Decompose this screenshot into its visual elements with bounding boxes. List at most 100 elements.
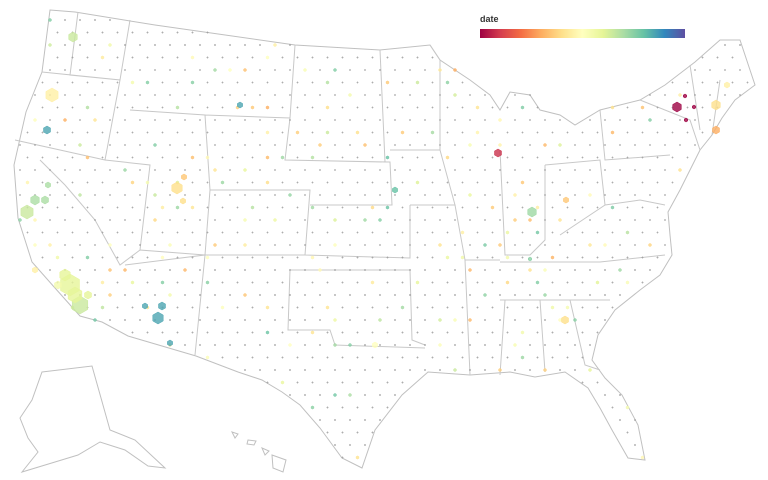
hexbin — [265, 180, 270, 185]
hexbin — [109, 118, 111, 122]
hexbin — [716, 81, 719, 84]
hexbin — [49, 168, 51, 172]
hexbin — [101, 256, 104, 259]
hexbin — [304, 218, 306, 222]
hexbin — [161, 106, 164, 109]
hexbin — [626, 181, 629, 184]
hexbin — [280, 155, 285, 160]
hexbin — [56, 181, 59, 184]
hexbin — [535, 280, 540, 285]
hexbin — [64, 44, 66, 46]
state-borders — [14, 11, 721, 376]
hexbin — [79, 93, 81, 97]
hexbin — [491, 106, 494, 109]
hexbin — [424, 218, 426, 222]
hexbin — [109, 193, 111, 197]
hexbin — [214, 294, 216, 296]
hexbin — [250, 205, 255, 210]
hexbin — [243, 218, 247, 222]
hexbin — [49, 118, 51, 122]
hexbin — [259, 193, 261, 197]
hexbin — [265, 330, 270, 335]
hexbin — [78, 143, 82, 147]
hexbin — [529, 369, 531, 371]
hexbin — [304, 143, 306, 147]
hexbin — [145, 80, 150, 85]
hexbin — [386, 356, 389, 359]
hexbin — [191, 331, 194, 334]
hexbin — [581, 356, 584, 359]
hexbin — [18, 218, 22, 222]
hexbin — [86, 31, 89, 34]
hexbin — [191, 306, 194, 309]
hexbin — [611, 231, 614, 234]
hexbin — [183, 268, 187, 272]
hexbin — [596, 331, 599, 334]
hexbin — [206, 131, 209, 134]
hexbin — [461, 131, 464, 134]
hexbin — [41, 256, 44, 259]
hexbin — [527, 206, 537, 218]
hexbin — [175, 105, 180, 110]
hexbin — [341, 56, 344, 59]
hexbin — [341, 181, 344, 184]
hexbin — [686, 131, 689, 134]
hexbin — [341, 356, 344, 359]
hexbin — [394, 369, 396, 371]
hexbin — [529, 93, 531, 97]
hexbin — [94, 294, 96, 296]
hexbin — [325, 105, 330, 110]
hexbin — [34, 168, 36, 172]
hexbin — [409, 319, 411, 321]
hexbin — [589, 118, 591, 122]
hexbin — [559, 269, 561, 271]
hexbin — [154, 269, 156, 271]
hexbin — [326, 56, 329, 59]
hexbin — [349, 218, 351, 222]
hexbin — [124, 294, 126, 296]
hexbin — [409, 143, 411, 147]
hexbin — [229, 344, 231, 346]
hexbin — [641, 256, 644, 259]
hexbin — [603, 243, 607, 247]
hexbin — [251, 131, 254, 134]
hexbin — [611, 256, 614, 259]
hexbin — [213, 68, 217, 72]
hexbin — [400, 305, 405, 310]
hexbin — [400, 130, 405, 135]
hexbin — [191, 281, 194, 284]
hexbin — [559, 193, 561, 197]
hexbin — [56, 131, 59, 134]
hexbin — [371, 331, 374, 334]
hexbin — [604, 193, 606, 197]
hexbin — [468, 318, 472, 322]
hexbin — [424, 294, 426, 296]
hexbin — [401, 356, 404, 359]
hexbin — [131, 206, 134, 209]
hexbin — [648, 243, 652, 247]
hexbin — [625, 280, 630, 285]
hexbin — [289, 68, 291, 72]
hexbin — [641, 231, 644, 234]
hexbin — [33, 218, 37, 222]
hexbin — [333, 393, 337, 397]
hexbin — [529, 294, 531, 296]
hexbin — [484, 168, 486, 172]
hexbin — [79, 243, 81, 247]
hexbin — [581, 381, 584, 384]
hexbin — [371, 106, 374, 109]
hexbin — [499, 319, 501, 321]
hexbin — [68, 31, 78, 43]
hexbin — [184, 168, 186, 172]
hexbin — [199, 68, 201, 72]
hexbin — [168, 243, 172, 247]
hexbin — [168, 293, 172, 297]
hexbin — [589, 218, 591, 222]
hexbin — [56, 106, 59, 109]
hexbin — [709, 93, 711, 97]
hexbin — [296, 231, 299, 234]
hexbin — [341, 231, 344, 234]
hexbin — [349, 143, 351, 147]
hexbin — [116, 156, 119, 159]
hexbin — [453, 318, 457, 322]
